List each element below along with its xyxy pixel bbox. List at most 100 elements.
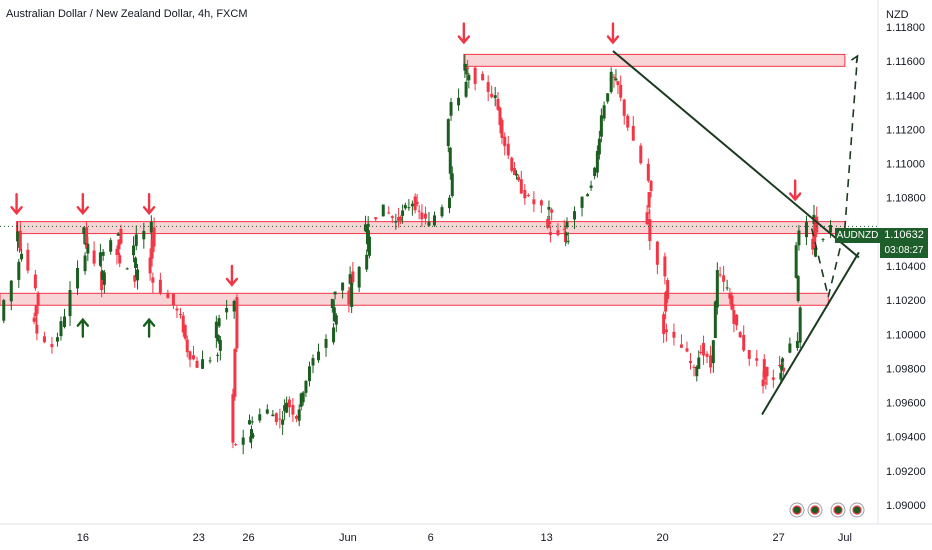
candle-body — [580, 196, 584, 208]
replay-icons[interactable] — [789, 502, 865, 518]
candle-body — [609, 71, 613, 92]
candle-body — [42, 336, 46, 343]
candle-body — [692, 367, 696, 369]
candle-body — [593, 167, 597, 177]
candle-body — [715, 270, 719, 308]
candle-body — [149, 221, 153, 233]
candle-body — [397, 217, 401, 221]
candle-body — [730, 295, 734, 310]
candle-body — [449, 102, 453, 116]
candle-body — [258, 414, 262, 421]
candle-body — [17, 261, 21, 280]
candle-body — [718, 274, 722, 276]
candle-body — [747, 350, 751, 359]
candle-body — [83, 255, 87, 272]
candle-body — [413, 196, 417, 211]
candle-body — [463, 63, 467, 71]
candle-body — [401, 210, 405, 216]
candle-body — [763, 371, 767, 378]
candle-body — [304, 380, 308, 393]
candle-body — [815, 216, 819, 233]
candle-body — [679, 344, 683, 348]
candle-body — [735, 314, 739, 326]
candle-body — [619, 84, 623, 98]
candle-body — [563, 233, 567, 243]
candle-body — [367, 236, 371, 256]
candle-body — [778, 364, 782, 366]
candle-body — [547, 206, 551, 210]
candle-body — [100, 271, 104, 291]
candle-body — [738, 332, 742, 338]
price-axis[interactable]: NZD 1.11800 1.11600 1.11400 1.11200 1.11000 1… — [877, 0, 926, 524]
candle-body — [387, 212, 391, 214]
candle-body — [188, 351, 192, 360]
candle-body — [208, 360, 212, 362]
trend-line — [761, 251, 860, 415]
candle-body — [350, 282, 354, 307]
candle-body — [515, 173, 519, 176]
resistance-zone — [0, 292, 829, 306]
candle-body — [32, 317, 36, 322]
candle-body — [586, 194, 590, 197]
candle-body — [407, 207, 411, 209]
candle-body — [225, 308, 229, 313]
chart-title: Australian Dollar / New Zealand Dollar, … — [6, 8, 248, 20]
candle-body — [297, 409, 301, 421]
event-icon-core — [792, 505, 802, 515]
candle-body — [251, 435, 255, 437]
candle-body — [125, 268, 129, 270]
candle-body — [403, 205, 407, 209]
candle-body — [448, 197, 452, 209]
price-tick-label: 1.10800 — [886, 193, 926, 205]
time-axis[interactable]: 16 23 26 Jun 6 13 20 27 Jul — [0, 523, 932, 544]
candle-body — [503, 136, 507, 147]
candle-body — [59, 321, 63, 337]
projection-path — [810, 56, 859, 297]
candle-body — [614, 78, 618, 81]
time-tick-label: 16 — [77, 532, 89, 544]
candle-body — [457, 97, 461, 106]
candle-body — [473, 67, 477, 84]
candle-body — [332, 327, 336, 343]
candle-body — [646, 163, 650, 181]
candle-body — [467, 74, 471, 81]
candle-body — [63, 316, 67, 328]
candle-body — [448, 147, 452, 174]
candle-body — [175, 308, 179, 311]
candle-body — [626, 115, 630, 128]
up-arrow-marker — [142, 317, 156, 338]
candle-body — [283, 405, 287, 411]
candle-body — [788, 343, 792, 353]
candle-body — [780, 364, 784, 370]
time-tick-label: Jun — [339, 532, 357, 544]
candle-body — [450, 173, 454, 196]
candle-body — [725, 287, 729, 289]
candle-body — [550, 209, 554, 213]
down-arrow-marker — [225, 264, 239, 287]
candle-body — [595, 150, 599, 173]
price-tick-label: 1.09400 — [886, 432, 926, 444]
candle-body — [217, 318, 221, 327]
candle-body — [9, 280, 13, 302]
candle-body — [565, 221, 569, 228]
candle-body — [171, 293, 175, 306]
candle-body — [728, 293, 732, 299]
candle-body — [68, 290, 72, 317]
candle-body — [20, 253, 24, 260]
candle-body — [622, 99, 626, 116]
candle-body — [697, 357, 701, 369]
up-arrow-marker — [76, 317, 90, 338]
candle-body — [394, 220, 398, 223]
candle-body — [351, 271, 355, 283]
candle-body — [821, 239, 825, 241]
zones-layer — [0, 53, 846, 306]
candle-body — [440, 207, 444, 217]
candle-body — [722, 275, 726, 282]
candle-body — [519, 179, 523, 194]
candle-body — [341, 282, 345, 291]
candle-body — [241, 437, 245, 445]
symbol-badge[interactable]: AUDNZD — [835, 228, 880, 243]
candle-body — [281, 419, 285, 425]
candle-body — [546, 219, 550, 228]
